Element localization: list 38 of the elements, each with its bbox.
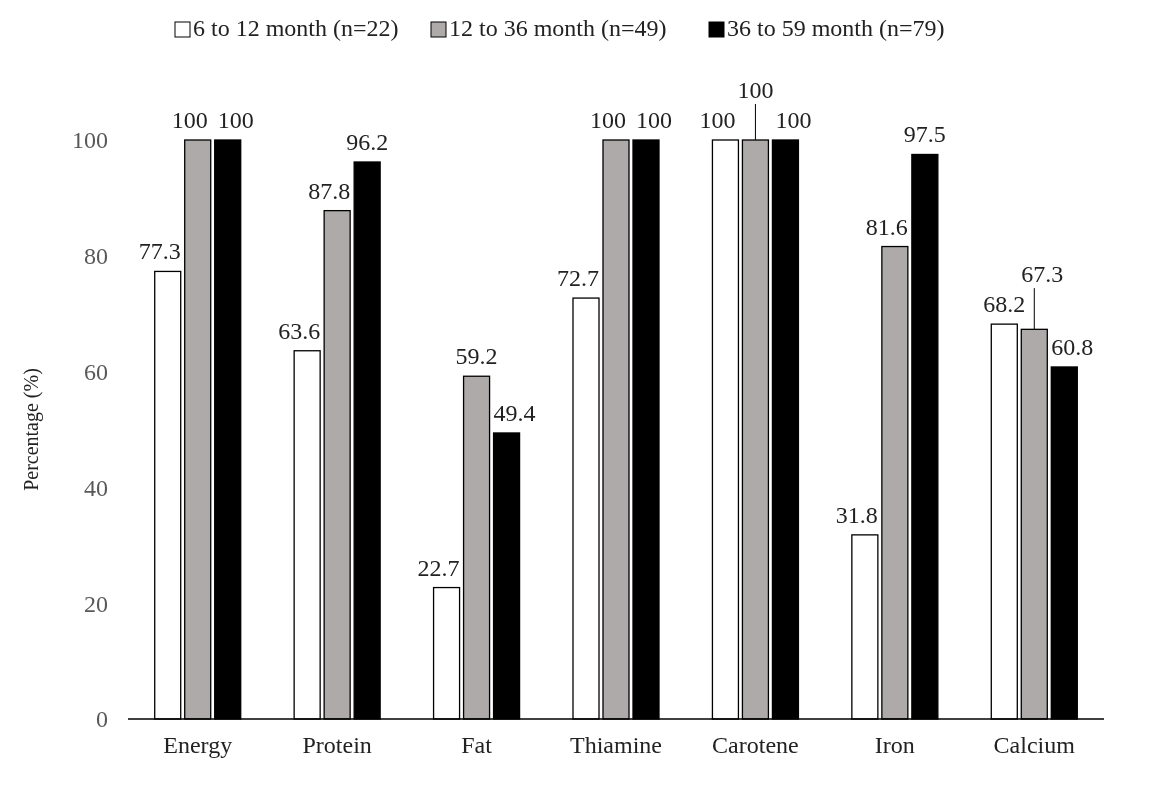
x-tick-label: Thiamine [570, 732, 662, 758]
data-label: 87.8 [308, 177, 351, 204]
data-label: 77.3 [138, 238, 181, 265]
x-tick-label: Carotene [712, 732, 799, 758]
y-tick-label: 20 [84, 590, 108, 617]
y-axis-title: Percentage (%) [20, 368, 43, 491]
data-label: 67.3 [1021, 261, 1064, 288]
y-tick-label: 80 [84, 243, 108, 270]
x-tick-label: Energy [163, 732, 233, 758]
legend-label: 6 to 12 month (n=22) [193, 15, 399, 41]
y-tick-label: 40 [84, 474, 108, 501]
data-label: 96.2 [346, 129, 389, 155]
x-tick-label: Fat [461, 732, 493, 758]
data-label: 72.7 [557, 265, 599, 292]
x-tick-label: Iron [874, 732, 915, 758]
data-label: 100 [217, 107, 254, 133]
y-tick-label: 0 [96, 706, 108, 733]
x-tick-label: Calcium [993, 732, 1076, 758]
x-tick-label: Protein [302, 732, 372, 758]
y-tick-label: 100 [72, 127, 108, 154]
data-label: 100 [636, 107, 672, 133]
data-label: 100 [171, 107, 208, 133]
data-label: 22.7 [417, 554, 460, 581]
data-label: 100 [699, 107, 736, 133]
data-label: 97.5 [903, 121, 946, 148]
y-tick-label: 60 [84, 359, 108, 385]
legend-label: 36 to 59 month (n=79) [727, 15, 945, 41]
data-label: 100 [737, 77, 774, 103]
data-label: 59.2 [455, 343, 498, 370]
data-label: 100 [590, 107, 626, 133]
data-label: 63.6 [278, 317, 321, 344]
data-label: 60.8 [1051, 333, 1094, 360]
data-label: 68.2 [983, 291, 1026, 318]
data-label: 31.8 [835, 501, 878, 528]
data-label: 49.4 [493, 399, 536, 426]
data-label: 81.6 [865, 213, 908, 240]
legend-label: 12 to 36 month (n=49) [449, 15, 667, 41]
data-label: 100 [775, 107, 812, 133]
